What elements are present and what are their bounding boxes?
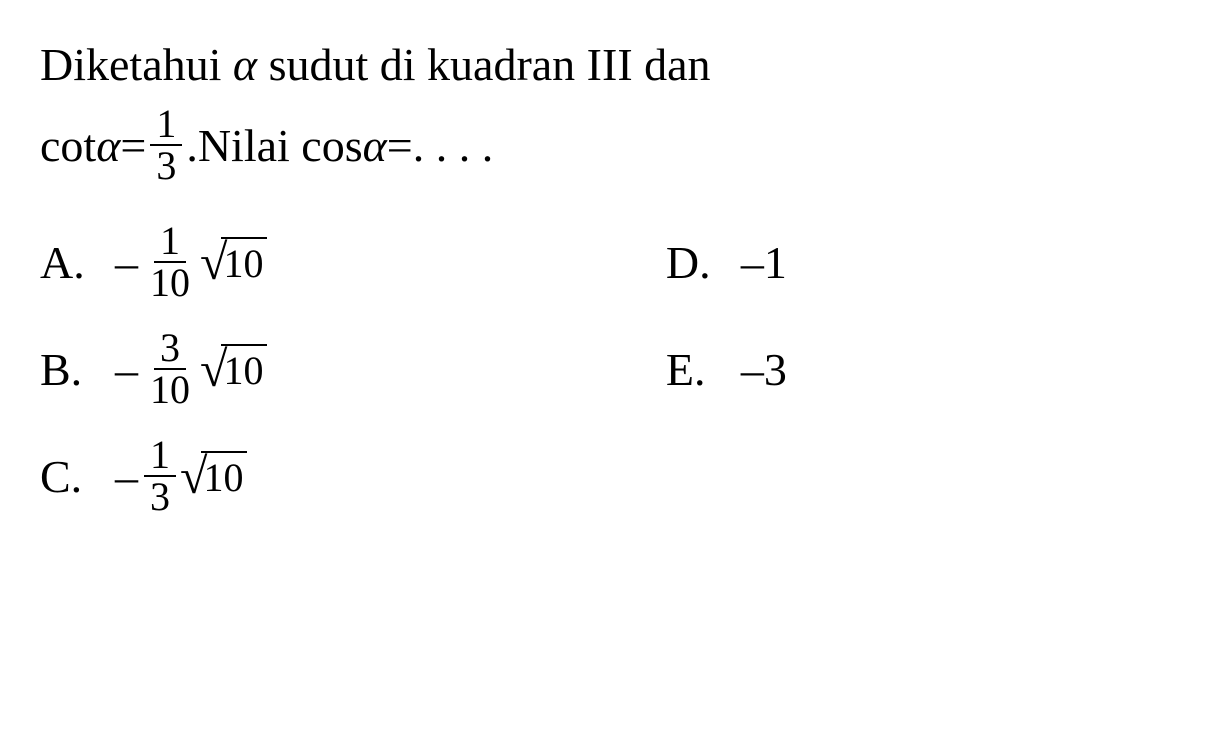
fraction-cot: 1 3 bbox=[150, 104, 182, 186]
question-line-1: Diketahui α sudut di kuadran III dan bbox=[40, 30, 1178, 99]
fraction-denominator: 3 bbox=[144, 477, 176, 517]
fraction-numerator: 1 bbox=[150, 104, 182, 146]
choice-label: B. bbox=[40, 343, 115, 396]
question-line-2: cot α = 1 3 . Nilai cos α = . . . . bbox=[40, 104, 1178, 186]
dots: . . . . bbox=[413, 111, 494, 180]
choice-label: E. bbox=[666, 343, 741, 396]
fraction: 1 10 bbox=[144, 221, 196, 303]
fraction-denominator: 3 bbox=[150, 146, 182, 186]
choice-e: E. –3 bbox=[666, 328, 1178, 410]
text-segment: sudut di kuadran III dan bbox=[257, 39, 711, 90]
sqrt-expression: √ 10 bbox=[200, 340, 267, 398]
negative-sign: – bbox=[115, 236, 138, 289]
sqrt-radicand: 10 bbox=[221, 237, 267, 287]
choice-label: D. bbox=[666, 236, 741, 289]
answer-choices: A. – 1 10 √ 10 D. –1 B. – 3 bbox=[40, 221, 1178, 517]
alpha-symbol: α bbox=[363, 111, 387, 180]
choice-value: –1 bbox=[741, 236, 787, 289]
fraction-numerator: 1 bbox=[144, 435, 176, 477]
choice-value: – 1 10 √ 10 bbox=[115, 221, 267, 303]
fraction-denominator: 10 bbox=[144, 370, 196, 410]
choice-c: C. – 1 3 √ 10 bbox=[40, 435, 666, 517]
choice-value: –3 bbox=[741, 343, 787, 396]
alpha-symbol: α bbox=[233, 39, 257, 90]
sqrt-expression: √ 10 bbox=[180, 447, 247, 505]
text-cot: cot bbox=[40, 111, 96, 180]
negative-sign: – bbox=[115, 343, 138, 396]
choice-value: – 1 3 √ 10 bbox=[115, 435, 247, 517]
choice-label: A. bbox=[40, 236, 115, 289]
fraction: 3 10 bbox=[144, 328, 196, 410]
alpha-symbol: α bbox=[96, 111, 120, 180]
negative-sign: – bbox=[115, 450, 138, 503]
fraction-numerator: 3 bbox=[154, 328, 186, 370]
choice-label: C. bbox=[40, 450, 115, 503]
equals-sign: = bbox=[120, 111, 146, 180]
sqrt-radicand: 10 bbox=[201, 451, 247, 501]
choice-a: A. – 1 10 √ 10 bbox=[40, 221, 666, 303]
choice-d: D. –1 bbox=[666, 221, 1178, 303]
text-segment: Diketahui bbox=[40, 39, 233, 90]
choice-value: – 3 10 √ 10 bbox=[115, 328, 267, 410]
math-question: Diketahui α sudut di kuadran III dan cot… bbox=[40, 30, 1178, 517]
sqrt-expression: √ 10 bbox=[200, 233, 267, 291]
choice-b: B. – 3 10 √ 10 bbox=[40, 328, 666, 410]
fraction-numerator: 1 bbox=[154, 221, 186, 263]
sqrt-radicand: 10 bbox=[221, 344, 267, 394]
fraction-denominator: 10 bbox=[144, 263, 196, 303]
text-nilai: Nilai cos bbox=[198, 111, 363, 180]
equals-sign: = bbox=[387, 111, 413, 180]
period: . bbox=[186, 111, 198, 180]
question-stem: Diketahui α sudut di kuadran III dan cot… bbox=[40, 30, 1178, 186]
fraction: 1 3 bbox=[144, 435, 176, 517]
